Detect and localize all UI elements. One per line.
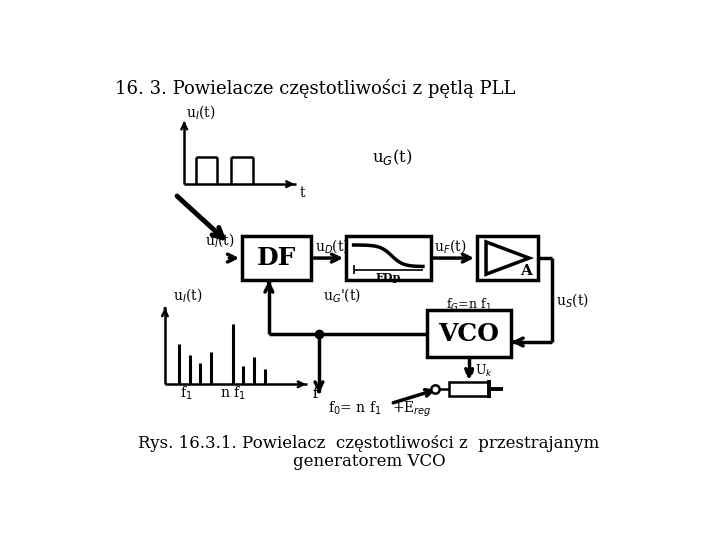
Polygon shape (486, 242, 529, 274)
Text: f$_{1}$: f$_{1}$ (180, 385, 193, 402)
Text: f: f (312, 387, 318, 401)
Bar (427, 309, 511, 357)
Text: FDp: FDp (376, 272, 401, 283)
Text: 16. 3. Powielacze częstotliwości z pętlą PLL: 16. 3. Powielacze częstotliwości z pętlą… (115, 79, 516, 98)
Text: t: t (300, 186, 305, 200)
Text: n f$_{1}$: n f$_{1}$ (220, 385, 246, 402)
Text: DF: DF (257, 246, 297, 270)
Text: u$_{I}$(t): u$_{I}$(t) (186, 103, 215, 121)
Bar (449, 382, 489, 396)
Text: u$_{G}$(t): u$_{G}$(t) (372, 147, 413, 167)
Bar (477, 236, 539, 280)
Text: f$_{G}$=n f$_{1}$: f$_{G}$=n f$_{1}$ (446, 297, 492, 313)
Text: u$_{S}$(t): u$_{S}$(t) (556, 291, 589, 308)
Text: u$_{I}$(t): u$_{I}$(t) (204, 231, 234, 249)
Text: u$_{D}$(t): u$_{D}$(t) (315, 237, 349, 255)
Text: generatorem VCO: generatorem VCO (293, 453, 445, 470)
Text: +E$_{reg}$: +E$_{reg}$ (392, 400, 432, 419)
Text: u$_{I}$(t): u$_{I}$(t) (173, 286, 202, 303)
Text: u$_{F}$(t): u$_{F}$(t) (433, 237, 466, 255)
Text: u$_{G}$'(t): u$_{G}$'(t) (323, 286, 361, 303)
Text: VCO: VCO (438, 321, 500, 346)
Text: U$_{k}$: U$_{k}$ (475, 363, 493, 379)
Text: f$_{0}$= n f$_{1}$: f$_{0}$= n f$_{1}$ (328, 400, 382, 417)
Text: f: f (312, 387, 318, 401)
Text: A: A (520, 264, 532, 278)
Bar (346, 236, 431, 280)
Bar (242, 236, 311, 280)
Text: Rys. 16.3.1. Powielacz  częstotliwości z  przestrajanym: Rys. 16.3.1. Powielacz częstotliwości z … (138, 435, 600, 452)
